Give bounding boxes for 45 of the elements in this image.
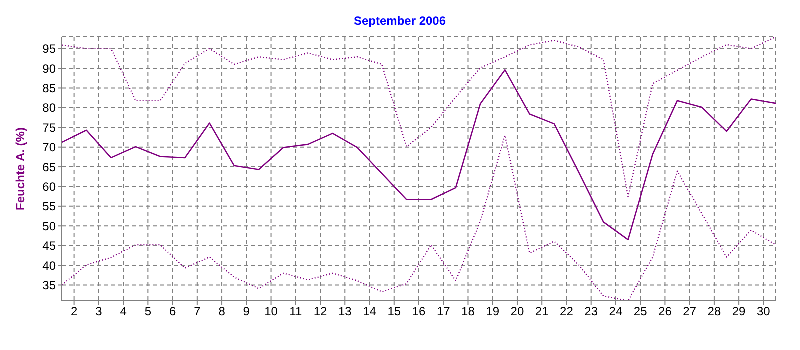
y-tick-label: 60 — [42, 180, 56, 194]
x-tick-label: 25 — [634, 304, 648, 319]
y-tick-label: 85 — [42, 81, 56, 96]
x-tick-label: 15 — [388, 304, 402, 319]
x-tick-label: 28 — [708, 304, 722, 319]
x-tick-label: 17 — [436, 304, 451, 319]
x-tick-label: 22 — [560, 304, 574, 319]
y-tick-label: 95 — [42, 42, 56, 56]
y-tick-label: 40 — [42, 258, 56, 273]
x-tick-label: 7 — [194, 304, 202, 319]
x-tick-label: 16 — [412, 304, 426, 319]
x-tick-label: 26 — [658, 304, 672, 319]
x-tick-label: 12 — [314, 304, 328, 319]
x-tick-label: 2 — [70, 304, 78, 319]
x-tick-label: 6 — [169, 304, 176, 319]
x-tick-label: 27 — [683, 304, 697, 319]
chart-title: September 2006 — [352, 14, 448, 28]
x-tick-label: 30 — [757, 304, 771, 319]
x-tick-label: 20 — [510, 304, 524, 319]
x-tick-label: 29 — [732, 304, 746, 319]
x-tick-label: 9 — [243, 304, 250, 319]
y-axis-title: Feuchte A. (%) — [13, 128, 28, 210]
line-series — [62, 69, 776, 241]
x-tick-label: 10 — [264, 304, 278, 319]
x-tick-label: 19 — [486, 304, 500, 319]
x-tick-label: 11 — [290, 304, 302, 319]
y-tick-label: 55 — [42, 200, 56, 214]
y-tick-label: 75 — [42, 120, 56, 135]
x-tick-label: 4 — [120, 304, 128, 319]
x-tick-label: 8 — [218, 304, 226, 319]
x-tick-label: 13 — [338, 304, 352, 319]
x-tick-label: 14 — [363, 304, 377, 319]
y-tick-label: 70 — [42, 140, 56, 155]
x-tick-label: 21 — [535, 304, 550, 319]
y-tick-label: 45 — [42, 239, 56, 254]
x-tick-label: 5 — [144, 304, 152, 319]
y-tick-label: 50 — [42, 219, 56, 234]
y-tick-label: 35 — [42, 278, 56, 292]
x-tick-label: 3 — [96, 304, 103, 319]
x-tick-label: 18 — [462, 304, 476, 319]
x-tick-label: 24 — [609, 304, 623, 319]
x-tick-label: 23 — [584, 304, 598, 319]
y-tick-label: 65 — [42, 160, 56, 174]
y-tick-label: 80 — [42, 101, 56, 116]
y-tick-label: 90 — [42, 62, 56, 76]
